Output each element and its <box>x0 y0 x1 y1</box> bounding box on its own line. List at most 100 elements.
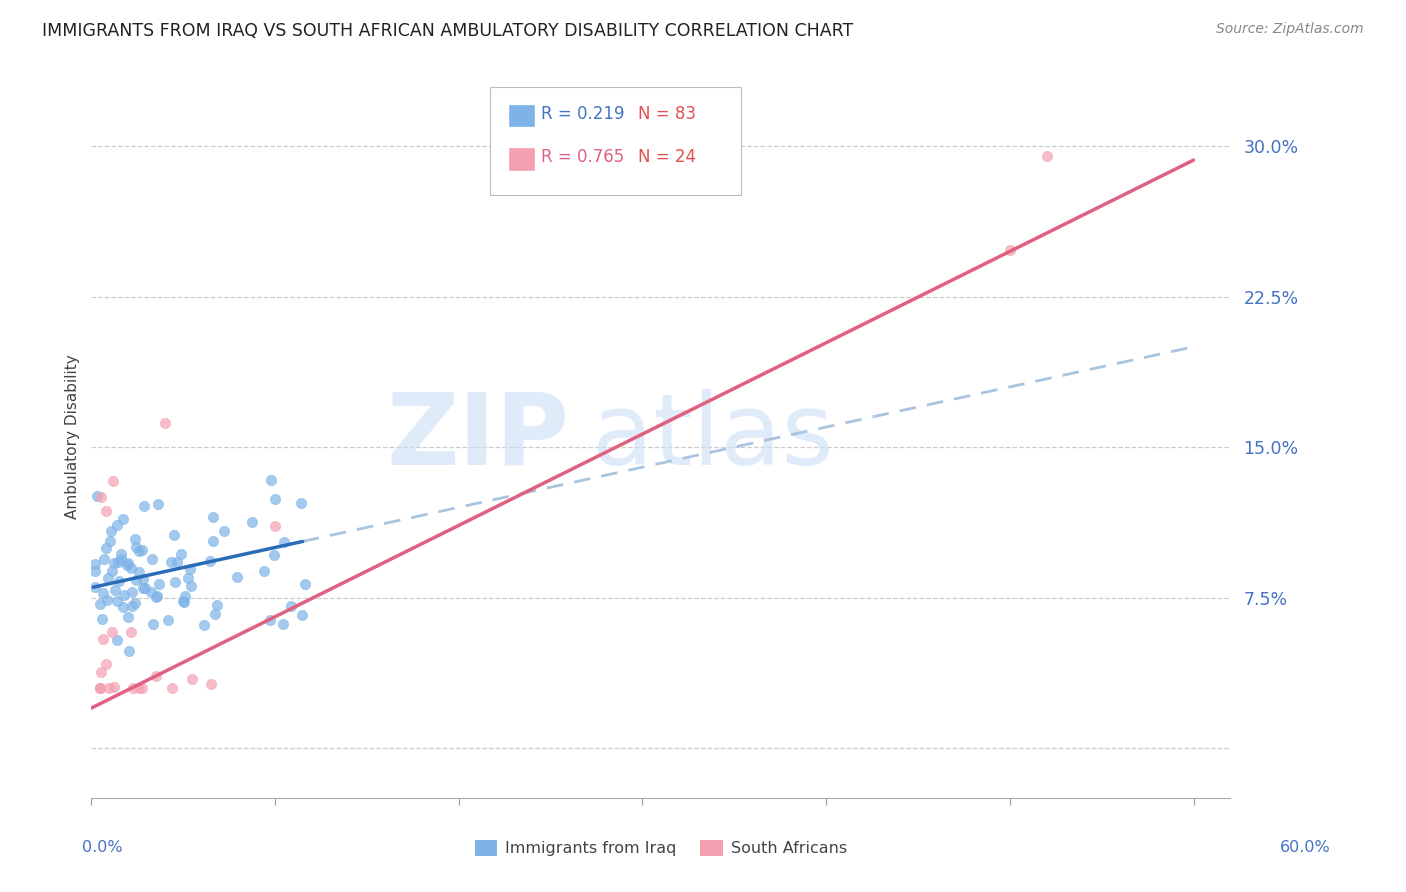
Point <box>121 585 143 599</box>
Point <box>157 613 180 627</box>
Point <box>128 544 150 558</box>
Point <box>86 489 108 503</box>
Point <box>290 495 312 509</box>
Point <box>105 632 128 647</box>
Point <box>146 589 169 603</box>
Point <box>121 599 143 613</box>
Point <box>101 624 124 639</box>
Point <box>294 577 316 591</box>
Point <box>103 475 125 489</box>
Point <box>124 596 146 610</box>
Point <box>96 592 118 607</box>
Text: N = 24: N = 24 <box>638 148 696 167</box>
Point <box>145 669 167 683</box>
Legend: Immigrants from Iraq, South Africans: Immigrants from Iraq, South Africans <box>468 833 853 863</box>
Text: 60.0%: 60.0% <box>1279 840 1330 855</box>
Point <box>1035 149 1057 163</box>
Y-axis label: Ambulatory Disability: Ambulatory Disability <box>65 355 80 519</box>
Point <box>91 632 114 647</box>
Point <box>97 571 120 585</box>
Point <box>291 608 314 623</box>
Text: N = 83: N = 83 <box>638 105 696 123</box>
Point <box>124 533 146 547</box>
Point <box>134 581 156 595</box>
Text: atlas: atlas <box>592 389 834 485</box>
Point <box>202 534 225 549</box>
Point <box>131 681 153 695</box>
Point <box>89 681 111 695</box>
Point <box>94 657 117 671</box>
Point <box>141 552 163 566</box>
Point <box>131 542 153 557</box>
Point <box>97 681 120 695</box>
Point <box>103 680 125 694</box>
Point <box>200 676 222 690</box>
Point <box>105 517 128 532</box>
Point <box>162 528 184 542</box>
Point <box>253 564 276 578</box>
Text: ZIP: ZIP <box>387 389 569 485</box>
Point <box>207 598 229 612</box>
Point <box>83 580 105 594</box>
Point <box>108 574 131 588</box>
Point <box>104 583 127 598</box>
Point <box>181 673 204 687</box>
FancyBboxPatch shape <box>509 104 534 127</box>
Point <box>115 558 138 572</box>
Point <box>83 564 105 578</box>
Point <box>118 644 141 658</box>
Point <box>259 614 281 628</box>
Point <box>110 547 132 561</box>
Point <box>179 562 201 576</box>
Point <box>193 617 215 632</box>
Point <box>141 584 163 599</box>
Point <box>90 491 112 505</box>
Point <box>240 515 263 529</box>
Point <box>114 588 136 602</box>
Point <box>96 541 118 556</box>
Point <box>264 491 287 506</box>
Point <box>132 499 155 513</box>
Point <box>271 617 294 632</box>
Point <box>160 681 183 695</box>
Point <box>273 535 295 549</box>
Point <box>89 681 111 695</box>
Text: R = 0.219: R = 0.219 <box>541 105 624 123</box>
Point <box>120 560 142 574</box>
Point <box>107 594 129 608</box>
Point <box>84 557 107 571</box>
Point <box>148 577 170 591</box>
Point <box>107 555 129 569</box>
Point <box>132 581 155 595</box>
Text: 0.0%: 0.0% <box>83 840 122 855</box>
Point <box>120 624 142 639</box>
Point <box>160 555 183 569</box>
Point <box>204 607 226 622</box>
Point <box>121 681 143 695</box>
Point <box>93 552 115 566</box>
Point <box>998 244 1021 258</box>
Point <box>90 665 112 679</box>
Point <box>173 595 195 609</box>
Point <box>98 534 121 549</box>
Point <box>166 555 188 569</box>
Point <box>100 564 122 578</box>
Point <box>124 540 146 554</box>
Point <box>163 574 186 589</box>
Point <box>128 681 150 695</box>
Text: R = 0.765: R = 0.765 <box>541 148 624 167</box>
Point <box>89 681 111 695</box>
Point <box>226 570 249 584</box>
Text: IMMIGRANTS FROM IRAQ VS SOUTH AFRICAN AMBULATORY DISABILITY CORRELATION CHART: IMMIGRANTS FROM IRAQ VS SOUTH AFRICAN AM… <box>42 22 853 40</box>
FancyBboxPatch shape <box>509 148 534 169</box>
Point <box>172 593 194 607</box>
Point <box>280 599 302 614</box>
Point <box>112 599 135 614</box>
Text: Source: ZipAtlas.com: Source: ZipAtlas.com <box>1216 22 1364 37</box>
Point <box>91 586 114 600</box>
Point <box>110 552 132 566</box>
Point <box>177 570 200 584</box>
Point <box>264 519 287 533</box>
Point <box>128 565 150 579</box>
Point <box>125 573 148 587</box>
